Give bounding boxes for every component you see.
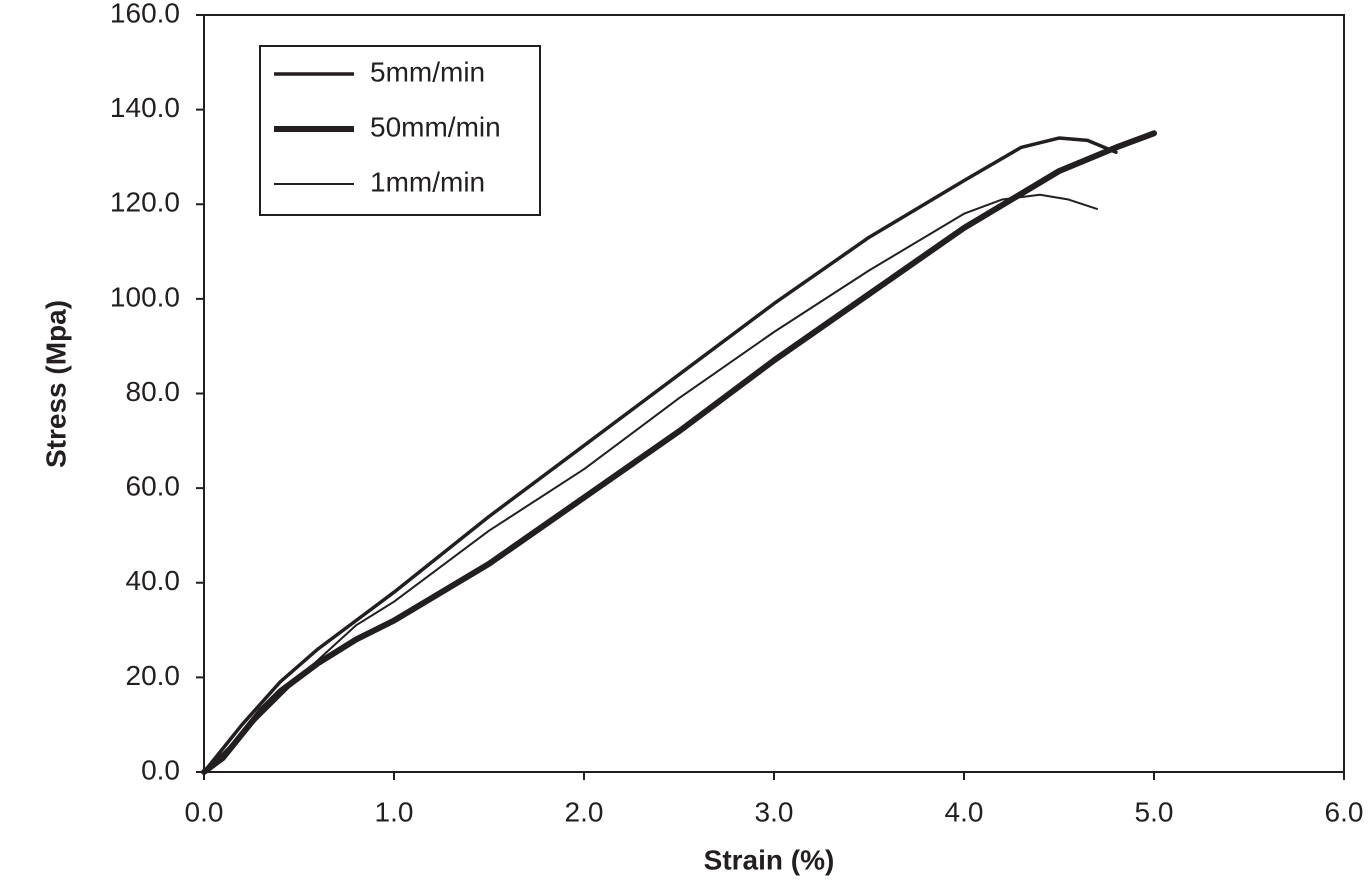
y-tick-label: 40.0 bbox=[126, 565, 181, 596]
legend-label: 50mm/min bbox=[370, 111, 501, 142]
x-tick-label: 4.0 bbox=[945, 796, 984, 827]
y-tick-label: 80.0 bbox=[126, 376, 181, 407]
x-tick-label: 2.0 bbox=[565, 796, 604, 827]
x-tick-label: 6.0 bbox=[1325, 796, 1364, 827]
y-tick-label: 20.0 bbox=[126, 660, 181, 691]
series-line bbox=[203, 193, 1098, 773]
y-tick-label: 120.0 bbox=[110, 187, 180, 218]
y-tick-label: 140.0 bbox=[110, 92, 180, 123]
series-line bbox=[202, 136, 1118, 774]
y-tick-label: 100.0 bbox=[110, 281, 180, 312]
y-tick-label: 60.0 bbox=[126, 471, 181, 502]
legend-label: 1mm/min bbox=[370, 166, 485, 197]
x-tick-label: 3.0 bbox=[755, 796, 794, 827]
y-axis-title: Stress (Mpa) bbox=[40, 300, 71, 468]
y-tick-label: 160.0 bbox=[110, 0, 180, 28]
y-tick-label: 0.0 bbox=[141, 754, 180, 785]
legend-label: 5mm/min bbox=[370, 56, 485, 87]
x-tick-label: 5.0 bbox=[1135, 796, 1174, 827]
x-axis-title: Strain (%) bbox=[704, 844, 835, 875]
series-line bbox=[201, 130, 1157, 775]
x-tick-label: 1.0 bbox=[375, 796, 414, 827]
x-tick-label: 0.0 bbox=[185, 796, 224, 827]
